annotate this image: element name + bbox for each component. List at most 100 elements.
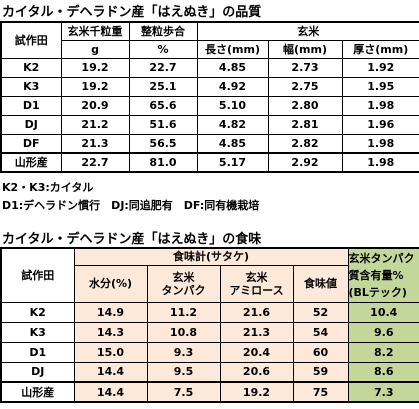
header-cell: g — [60, 39, 130, 59]
header-cell: 玄米タンパク 質含有量% (BLテック) — [347, 247, 419, 303]
table-row: 山形産 22.7 81.0 5.17 2.92 1.98 — [0, 152, 419, 173]
value-cell: 20.6 — [219, 361, 294, 383]
value-cell: 22.7 — [128, 57, 198, 78]
table-row: D1 20.9 65.6 5.10 2.80 1.98 — [0, 95, 419, 116]
value-cell: 19.2 — [219, 381, 294, 403]
value-cell: 10.4 — [347, 301, 419, 323]
value-cell: 21.2 — [60, 114, 130, 135]
value-cell: 21.6 — [219, 301, 294, 323]
value-cell: 56.5 — [128, 133, 198, 154]
value-cell: 19.2 — [60, 57, 130, 78]
value-cell: 22.7 — [60, 152, 130, 173]
value-cell: 14.4 — [73, 361, 148, 383]
value-cell: 65.6 — [128, 95, 198, 116]
header-cell: 玄米 タンパク — [146, 264, 221, 303]
header-cell: 整粒歩合 — [128, 21, 198, 41]
row-label: D1 — [0, 341, 75, 363]
value-cell: 2.73 — [267, 57, 343, 78]
value-cell: 54 — [292, 321, 349, 343]
value-cell: 4.85 — [196, 133, 269, 154]
table-row: K2 19.2 22.7 4.85 2.73 1.92 — [0, 57, 419, 78]
value-cell: 14.3 — [73, 321, 148, 343]
header-cell: 試作田 — [0, 247, 75, 303]
header-line: 玄米 — [172, 270, 195, 284]
row-label: K3 — [0, 76, 62, 97]
value-cell: 15.0 — [73, 341, 148, 363]
table-row: K3 14.3 10.8 21.3 54 9.6 — [0, 321, 419, 343]
header-cell: 玄米千粒重 — [60, 21, 130, 41]
header-cell: 玄米 — [196, 21, 419, 41]
table-row: DJ 14.4 9.5 20.6 59 8.6 — [0, 361, 419, 383]
value-cell: 21.3 — [60, 133, 130, 154]
value-cell: 75 — [292, 381, 349, 403]
value-cell: 60 — [292, 341, 349, 363]
value-cell: 1.98 — [341, 95, 419, 116]
header-cell: 食味値 — [292, 264, 349, 303]
header-line: 質含有量% — [348, 268, 404, 282]
row-label: D1 — [0, 95, 62, 116]
value-cell: 2.81 — [267, 114, 343, 135]
table-row: DJ 21.2 51.6 4.82 2.81 1.96 — [0, 114, 419, 135]
header-cell: 食味計(サタケ) — [73, 247, 349, 266]
quality-title: カイタル・デヘラドン産「はえぬき」の品質 — [2, 5, 262, 20]
value-cell: 4.85 — [196, 57, 269, 78]
note: K2・K3:カイタル — [2, 181, 94, 194]
header-cell: % — [128, 39, 198, 59]
value-cell: 2.80 — [267, 95, 343, 116]
header-cell: 厚さ(mm) — [341, 39, 419, 59]
value-cell: 4.92 — [196, 76, 269, 97]
value-cell: 11.2 — [146, 301, 221, 323]
row-label: DJ — [0, 114, 62, 135]
value-cell: 7.5 — [146, 381, 221, 403]
value-cell: 25.1 — [128, 76, 198, 97]
value-cell: 14.9 — [73, 301, 148, 323]
row-label: K2 — [0, 301, 75, 323]
value-cell: 81.0 — [128, 152, 198, 173]
value-cell: 8.2 — [347, 341, 419, 363]
value-cell: 21.3 — [219, 321, 294, 343]
value-cell: 2.92 — [267, 152, 343, 173]
row-label: K2 — [0, 57, 62, 78]
value-cell: 7.3 — [347, 381, 419, 403]
value-cell: 59 — [292, 361, 349, 383]
value-cell: 10.8 — [146, 321, 221, 343]
value-cell: 4.82 — [196, 114, 269, 135]
row-label: K3 — [0, 321, 75, 343]
value-cell: 9.6 — [347, 321, 419, 343]
header-cell: 幅(mm) — [267, 39, 343, 59]
value-cell: 1.98 — [341, 152, 419, 173]
table-row: 山形産 14.4 7.5 19.2 75 7.3 — [0, 381, 419, 403]
value-cell: 9.5 — [146, 361, 221, 383]
value-cell: 19.2 — [60, 76, 130, 97]
header-line: 玄米タンパク — [348, 251, 415, 265]
header-line: タンパク — [161, 283, 206, 297]
row-label: DF — [0, 133, 62, 154]
value-cell: 1.92 — [341, 57, 419, 78]
header-line: アミロース — [229, 283, 284, 297]
value-cell: 1.96 — [341, 114, 419, 135]
header-cell: 玄米 アミロース — [219, 264, 294, 303]
value-cell: 20.4 — [219, 341, 294, 363]
value-cell: 8.6 — [347, 361, 419, 383]
table-row: D1 15.0 9.3 20.4 60 8.2 — [0, 341, 419, 363]
header-line: (BLテック) — [348, 285, 407, 299]
value-cell: 20.9 — [60, 95, 130, 116]
header-cell: 試作田 — [0, 21, 62, 59]
value-cell: 14.4 — [73, 381, 148, 403]
table-row: K2 14.9 11.2 21.6 52 10.4 — [0, 301, 419, 323]
table-row: K3 19.2 25.1 4.92 2.75 1.95 — [0, 76, 419, 97]
value-cell: 2.82 — [267, 133, 343, 154]
value-cell: 5.10 — [196, 95, 269, 116]
header-cell: 長さ(mm) — [196, 39, 269, 59]
row-label: DJ — [0, 361, 75, 383]
taste-title: カイタル・デヘラドン産「はえぬき」の食味 — [2, 232, 262, 247]
value-cell: 2.75 — [267, 76, 343, 97]
header-line: 玄米 — [245, 270, 268, 284]
value-cell: 5.17 — [196, 152, 269, 173]
value-cell: 1.98 — [341, 133, 419, 154]
value-cell: 9.3 — [146, 341, 221, 363]
value-cell: 52 — [292, 301, 349, 323]
row-label: 山形産 — [0, 381, 75, 403]
value-cell: 51.6 — [128, 114, 198, 135]
